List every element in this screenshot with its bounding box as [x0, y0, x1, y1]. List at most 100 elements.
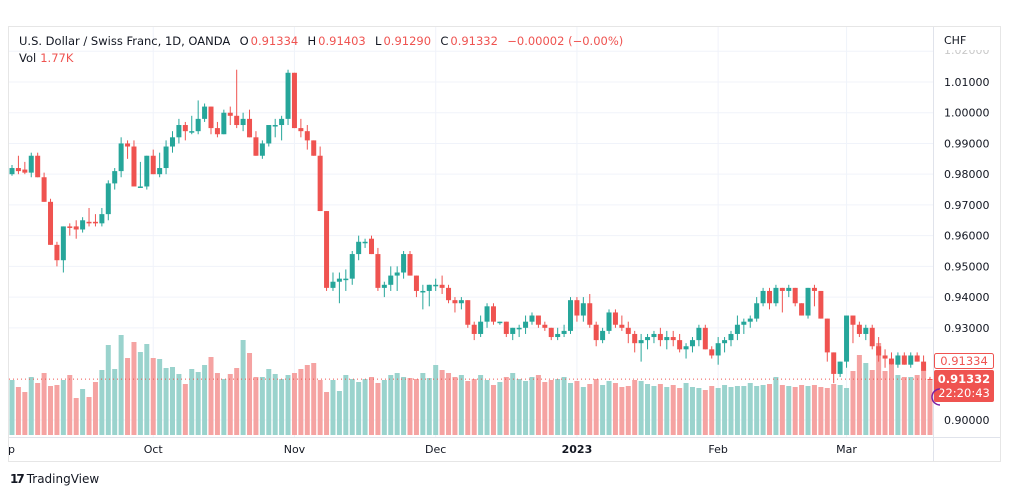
candle[interactable]	[645, 333, 651, 350]
candle[interactable]	[921, 355, 927, 371]
candle[interactable]	[48, 198, 54, 245]
candle[interactable]	[677, 333, 683, 353]
candle[interactable]	[638, 333, 644, 362]
candle[interactable]	[786, 284, 792, 298]
candle[interactable]	[234, 69, 240, 129]
candle[interactable]	[388, 266, 394, 291]
candle[interactable]	[426, 284, 432, 307]
candle[interactable]	[259, 140, 265, 159]
candle[interactable]	[876, 337, 882, 362]
candle[interactable]	[824, 318, 830, 362]
candle[interactable]	[41, 172, 47, 202]
candle[interactable]	[760, 287, 766, 307]
candle[interactable]	[125, 140, 131, 159]
candle[interactable]	[35, 152, 41, 178]
candle[interactable]	[510, 327, 516, 341]
candle[interactable]	[465, 300, 471, 328]
candle[interactable]	[195, 100, 201, 135]
candle[interactable]	[208, 106, 214, 135]
candle[interactable]	[741, 318, 747, 334]
candle[interactable]	[548, 327, 554, 341]
candle[interactable]	[420, 284, 426, 310]
candle[interactable]	[22, 161, 28, 175]
candle[interactable]	[349, 251, 355, 285]
candle[interactable]	[497, 321, 503, 325]
candle[interactable]	[253, 131, 259, 156]
candle[interactable]	[336, 272, 342, 304]
candle[interactable]	[144, 155, 150, 190]
candle[interactable]	[561, 324, 567, 338]
candle[interactable]	[696, 324, 702, 347]
candle[interactable]	[555, 327, 561, 341]
candle[interactable]	[54, 241, 60, 267]
candle[interactable]	[15, 155, 21, 175]
candle[interactable]	[324, 211, 330, 291]
candle[interactable]	[9, 164, 15, 176]
candle[interactable]	[728, 330, 734, 347]
candle[interactable]	[606, 309, 612, 334]
candle[interactable]	[535, 315, 541, 328]
candle[interactable]	[901, 352, 907, 365]
candle[interactable]	[176, 118, 182, 144]
candle[interactable]	[439, 275, 445, 295]
candle[interactable]	[407, 251, 413, 276]
candle[interactable]	[516, 324, 522, 338]
candle[interactable]	[375, 247, 381, 291]
candle[interactable]	[343, 269, 349, 291]
candle[interactable]	[523, 315, 529, 334]
candle[interactable]	[150, 149, 156, 175]
candle[interactable]	[664, 330, 670, 350]
candle[interactable]	[811, 284, 817, 307]
candle[interactable]	[458, 297, 464, 310]
candle[interactable]	[163, 140, 169, 175]
candle[interactable]	[888, 352, 894, 365]
candle[interactable]	[80, 217, 86, 233]
candle[interactable]	[471, 321, 477, 341]
candle[interactable]	[452, 297, 458, 313]
candle[interactable]	[214, 121, 220, 138]
candle[interactable]	[844, 315, 850, 368]
candle[interactable]	[805, 287, 811, 319]
candle[interactable]	[304, 125, 310, 150]
candle[interactable]	[484, 303, 490, 328]
candle[interactable]	[619, 315, 625, 331]
candle[interactable]	[792, 287, 798, 307]
candle[interactable]	[169, 131, 175, 153]
candle[interactable]	[580, 297, 586, 322]
candle[interactable]	[574, 297, 580, 322]
candle[interactable]	[317, 146, 323, 212]
candle[interactable]	[882, 349, 888, 368]
candle[interactable]	[67, 223, 73, 236]
candle[interactable]	[356, 235, 362, 261]
candle[interactable]	[837, 361, 843, 377]
candle[interactable]	[182, 121, 188, 141]
candle[interactable]	[189, 115, 195, 135]
candle[interactable]	[227, 106, 233, 126]
candle[interactable]	[856, 321, 862, 338]
candle[interactable]	[478, 315, 484, 338]
candle[interactable]	[689, 337, 695, 353]
candle[interactable]	[683, 343, 689, 359]
candle[interactable]	[869, 324, 875, 350]
candle[interactable]	[311, 140, 317, 156]
candle[interactable]	[529, 312, 535, 325]
candle[interactable]	[279, 115, 285, 141]
candle[interactable]	[715, 337, 721, 365]
candle[interactable]	[503, 321, 509, 338]
candle[interactable]	[625, 321, 631, 344]
candle[interactable]	[247, 109, 253, 138]
candle[interactable]	[818, 290, 824, 319]
candle[interactable]	[670, 330, 676, 347]
candle[interactable]	[381, 281, 387, 298]
candle[interactable]	[593, 321, 599, 347]
candle[interactable]	[657, 327, 663, 347]
candle[interactable]	[767, 287, 773, 310]
candle[interactable]	[401, 251, 407, 279]
candle[interactable]	[368, 235, 374, 255]
tradingview-footer[interactable]: 17 TradingView	[10, 472, 99, 486]
candle[interactable]	[28, 152, 34, 178]
candle[interactable]	[272, 118, 278, 138]
candle[interactable]	[118, 137, 124, 178]
candle[interactable]	[754, 297, 760, 322]
